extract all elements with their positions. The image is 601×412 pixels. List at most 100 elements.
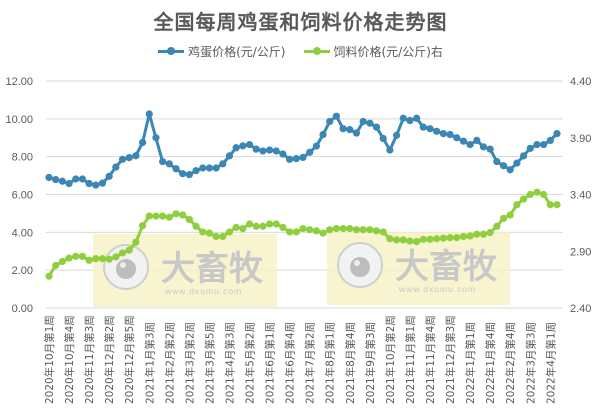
data-point[interactable] (219, 160, 227, 168)
data-point[interactable] (540, 190, 548, 199)
data-point[interactable] (306, 148, 314, 156)
data-point[interactable] (406, 116, 414, 125)
data-point[interactable] (312, 227, 320, 235)
data-point[interactable] (98, 179, 107, 187)
data-point[interactable] (332, 112, 341, 120)
data-point[interactable] (332, 224, 341, 233)
legend-item-egg[interactable]: 鸡蛋价格(元/公斤) (158, 43, 286, 60)
data-point[interactable] (172, 165, 180, 173)
data-point[interactable] (105, 255, 113, 263)
data-point[interactable] (459, 232, 468, 241)
data-point[interactable] (112, 253, 120, 261)
data-point[interactable] (479, 143, 488, 151)
data-point[interactable] (212, 232, 220, 241)
data-point[interactable] (72, 175, 80, 183)
data-point[interactable] (553, 201, 561, 209)
data-point[interactable] (138, 138, 147, 147)
data-point[interactable] (145, 110, 153, 118)
data-point[interactable] (185, 215, 193, 224)
data-point[interactable] (105, 172, 113, 180)
data-point[interactable] (513, 201, 521, 209)
data-point[interactable] (466, 140, 474, 149)
data-point[interactable] (379, 134, 387, 143)
data-point[interactable] (433, 127, 441, 135)
data-point[interactable] (386, 146, 394, 154)
data-point[interactable] (78, 175, 87, 183)
data-point[interactable] (386, 235, 394, 243)
data-point[interactable] (319, 130, 327, 139)
data-point[interactable] (245, 220, 254, 228)
data-point[interactable] (92, 181, 100, 189)
data-point[interactable] (225, 228, 234, 236)
data-point[interactable] (319, 229, 327, 237)
data-point[interactable] (272, 220, 280, 228)
data-point[interactable] (466, 232, 474, 240)
data-point[interactable] (399, 114, 407, 122)
data-point[interactable] (419, 123, 427, 131)
data-point[interactable] (486, 228, 494, 237)
data-point[interactable] (406, 237, 414, 245)
data-point[interactable] (439, 234, 447, 242)
data-point[interactable] (239, 224, 247, 233)
data-point[interactable] (439, 129, 447, 138)
data-point[interactable] (506, 166, 514, 174)
data-point[interactable] (118, 155, 127, 163)
data-point[interactable] (259, 147, 267, 155)
data-point[interactable] (152, 212, 160, 220)
data-point[interactable] (526, 144, 534, 152)
data-point[interactable] (58, 257, 66, 266)
data-point[interactable] (352, 226, 361, 234)
data-point[interactable] (118, 249, 127, 257)
data-point[interactable] (252, 222, 260, 230)
data-point[interactable] (65, 254, 73, 262)
data-point[interactable] (205, 164, 214, 172)
data-point[interactable] (433, 235, 441, 243)
data-point[interactable] (519, 195, 528, 203)
data-point[interactable] (299, 224, 307, 233)
data-point[interactable] (419, 235, 427, 243)
data-point[interactable] (159, 157, 167, 166)
data-point[interactable] (205, 229, 214, 237)
data-point[interactable] (299, 153, 307, 162)
data-point[interactable] (459, 137, 468, 145)
data-point[interactable] (326, 117, 334, 126)
data-point[interactable] (225, 152, 234, 160)
data-point[interactable] (185, 171, 193, 179)
data-point[interactable] (499, 162, 508, 170)
data-point[interactable] (499, 214, 508, 222)
data-point[interactable] (372, 123, 381, 131)
data-point[interactable] (272, 147, 280, 155)
data-point[interactable] (399, 236, 407, 244)
data-point[interactable] (473, 230, 481, 238)
data-point[interactable] (232, 144, 240, 152)
data-point[interactable] (312, 142, 320, 150)
data-point[interactable] (52, 175, 60, 184)
data-point[interactable] (78, 252, 87, 260)
data-point[interactable] (138, 222, 147, 230)
data-point[interactable] (372, 227, 381, 235)
data-point[interactable] (212, 164, 220, 172)
data-point[interactable] (192, 222, 200, 230)
data-point[interactable] (165, 213, 173, 221)
data-point[interactable] (98, 255, 107, 263)
data-point[interactable] (159, 212, 167, 220)
data-point[interactable] (172, 210, 180, 218)
data-point[interactable] (533, 140, 541, 149)
data-point[interactable] (245, 140, 254, 149)
data-point[interactable] (145, 212, 153, 220)
data-point[interactable] (179, 170, 187, 178)
data-point[interactable] (239, 142, 247, 150)
data-point[interactable] (179, 211, 187, 219)
data-point[interactable] (533, 188, 541, 196)
data-point[interactable] (513, 159, 521, 167)
data-point[interactable] (479, 230, 488, 238)
data-point[interactable] (446, 234, 454, 242)
data-point[interactable] (132, 152, 140, 160)
data-point[interactable] (413, 114, 421, 122)
data-point[interactable] (232, 223, 240, 232)
data-point[interactable] (292, 154, 300, 163)
data-point[interactable] (286, 228, 294, 236)
data-point[interactable] (359, 117, 367, 126)
data-point[interactable] (392, 236, 401, 244)
legend-item-feed[interactable]: 饲料价格(元/公斤)右 (303, 43, 443, 60)
